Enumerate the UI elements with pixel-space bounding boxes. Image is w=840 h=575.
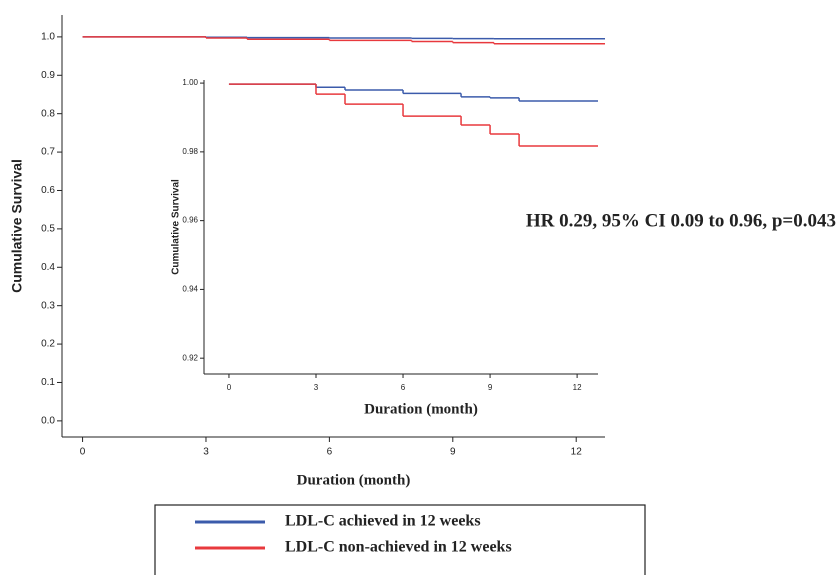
y-axis-label: Cumulative Survival: [9, 159, 25, 293]
y-tick-label: 0.5: [41, 224, 55, 235]
y-tick-label: 1.00: [182, 78, 198, 87]
y-tick-label: 0.0: [41, 416, 55, 427]
x-tick-label: 3: [314, 383, 319, 392]
y-tick-label: 0.6: [41, 185, 55, 196]
y-tick-label: 0.98: [182, 147, 198, 156]
x-tick-label: 12: [571, 447, 583, 458]
y-axis-label: Cumulative Survival: [171, 179, 182, 275]
y-tick-label: 0.1: [41, 377, 55, 388]
x-tick-label: 0: [80, 447, 86, 458]
x-tick-label: 9: [450, 447, 456, 458]
y-tick-label: 0.4: [41, 262, 55, 273]
y-tick-label: 1.0: [41, 32, 55, 43]
y-tick-label: 0.8: [41, 108, 55, 119]
x-tick-label: 0: [227, 383, 232, 392]
x-tick-label: 3: [203, 447, 209, 458]
x-axis-label: Duration (month): [364, 401, 478, 417]
x-tick-label: 12: [573, 383, 582, 392]
legend-label: LDL-C achieved in 12 weeks: [285, 513, 481, 530]
y-tick-label: 0.3: [41, 300, 55, 311]
x-axis-label: Duration (month): [297, 472, 411, 488]
x-tick-label: 9: [488, 383, 493, 392]
x-tick-label: 6: [401, 383, 406, 392]
y-tick-label: 0.7: [41, 147, 55, 158]
y-tick-label: 0.2: [41, 339, 55, 350]
x-tick-label: 6: [327, 447, 333, 458]
legend-box: [154, 504, 646, 575]
y-tick-label: 0.92: [182, 353, 198, 362]
y-tick-label: 0.96: [182, 216, 198, 225]
y-tick-label: 0.9: [41, 70, 55, 81]
legend-label: LDL-C non-achieved in 12 weeks: [285, 539, 512, 556]
y-tick-label: 0.94: [182, 285, 198, 294]
annotation: HR 0.29, 95% CI 0.09 to 0.96, p=0.043: [526, 210, 836, 231]
